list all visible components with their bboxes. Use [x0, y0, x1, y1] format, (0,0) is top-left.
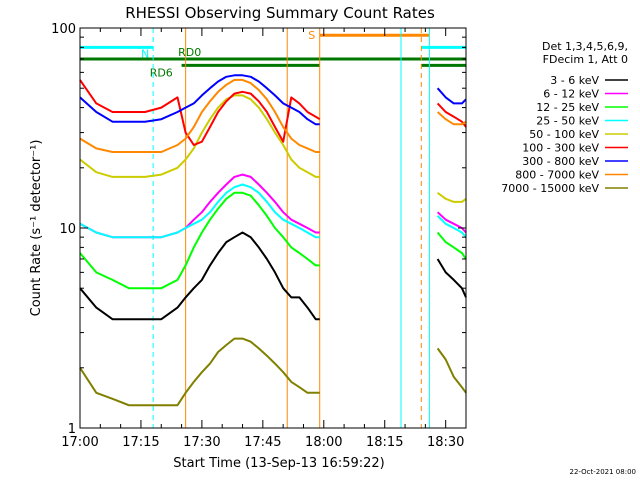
- legend: Det 1,3,4,5,6,9, FDecim 1, Att 0 3 - 6 k…: [501, 40, 628, 195]
- x-axis-label: Start Time (13-Sep-13 16:59:22): [173, 456, 384, 471]
- series-line-25-50-kev: [79, 183, 467, 239]
- legend-label-25-50-kev: 25 - 50 keV: [536, 115, 599, 128]
- x-tick-label: 18:30: [427, 435, 464, 450]
- legend-header-line-2: FDecim 1, Att 0: [543, 53, 628, 66]
- footer-date: 22-Oct-2021 08:00: [570, 468, 636, 476]
- legend-label-50-100-kev: 50 - 100 keV: [529, 128, 599, 141]
- y-tick-label: 100: [51, 22, 76, 37]
- flag-label-rd0: RD0: [178, 46, 201, 59]
- legend-label-100-300-kev: 100 - 300 keV: [522, 142, 599, 155]
- x-tick-label: 17:30: [183, 435, 220, 450]
- x-tick-label: 18:15: [366, 435, 403, 450]
- flag-label-rd6: RD6: [150, 66, 173, 79]
- x-tick-label: 17:00: [61, 435, 98, 450]
- chart-title: RHESSI Observing Summary Count Rates: [125, 4, 435, 22]
- x-tick-label: 18:00: [305, 435, 342, 450]
- legend-label-12-25-kev: 12 - 25 keV: [536, 101, 599, 114]
- series-line-12-25-kev: [79, 191, 467, 290]
- x-tick-label: 17:15: [122, 435, 159, 450]
- series-line-7000-15000-kev: [79, 337, 467, 407]
- legend-label-800-7000-kev: 800 - 7000 keV: [515, 169, 599, 182]
- legend-header-line-1: Det 1,3,4,5,6,9,: [542, 40, 628, 53]
- legend-label-6-12-kev: 6 - 12 keV: [543, 88, 599, 101]
- legend-label-3-6-kev: 3 - 6 keV: [550, 74, 599, 87]
- flag-label-s: S: [308, 29, 315, 42]
- flag-label-n: N: [141, 47, 149, 60]
- y-axis-label: Count Rate (s⁻¹ detector⁻¹): [29, 140, 44, 317]
- legend-label-7000-15000-kev: 7000 - 15000 keV: [501, 182, 599, 195]
- y-tick-label: 10: [59, 222, 76, 237]
- x-tick-label: 17:45: [244, 435, 281, 450]
- series-line-800-7000-kev: [79, 78, 467, 153]
- series-line-50-100-kev: [79, 94, 467, 203]
- series-line-300-800-kev: [79, 74, 467, 126]
- series-line-3-6-kev: [79, 231, 467, 321]
- y-tick-label: 1: [68, 422, 76, 437]
- legend-label-300-800-kev: 300 - 800 keV: [522, 155, 599, 168]
